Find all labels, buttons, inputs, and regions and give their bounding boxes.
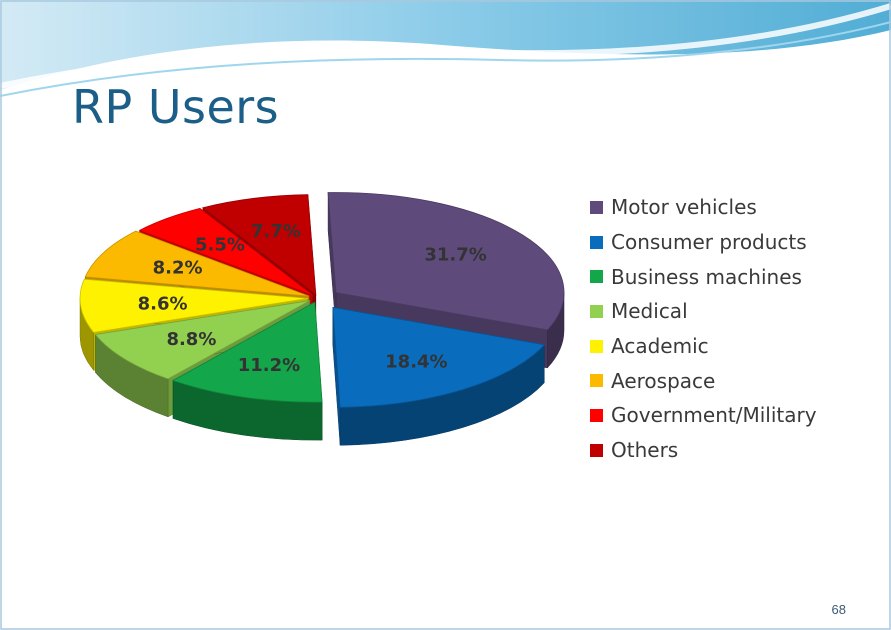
legend-item-academic: Academic [590, 329, 817, 364]
legend-swatch [590, 235, 603, 249]
header-swoosh-light [0, 21, 891, 97]
legend-item-business-machines: Business machines [590, 259, 817, 294]
legend-swatch [590, 339, 603, 353]
legend-item-medical: Medical [590, 294, 817, 329]
legend-swatch [590, 200, 603, 214]
data-label-aerospace: 8.2% [153, 257, 203, 278]
legend-swatch [590, 270, 603, 284]
slice-top [94, 300, 311, 380]
legend-item-consumer-products: Consumer products [590, 225, 817, 260]
data-label-consumer-products: 18.4% [385, 351, 447, 372]
slide-title: RP Users [72, 80, 280, 134]
legend-label: Others [611, 438, 679, 463]
legend-item-aerospace: Aerospace [590, 363, 817, 398]
legend-swatch [590, 374, 603, 388]
slice-top [172, 301, 323, 403]
legend-label: Academic [611, 334, 709, 359]
legend-label: Aerospace [611, 368, 716, 393]
legend-label: Government/Military [611, 403, 817, 428]
slice-top [79, 278, 309, 333]
legend-item-government-military: Government/Military [590, 398, 817, 433]
data-label-motor-vehicles: 31.7% [424, 245, 486, 266]
legend-label: Medical [611, 299, 688, 324]
legend-label: Business machines [611, 264, 802, 289]
slice-top [201, 194, 317, 296]
header-wave [0, 0, 891, 90]
data-label-medical: 8.8% [166, 329, 216, 350]
legend-swatch [590, 304, 603, 318]
legend-label: Motor vehicles [611, 195, 757, 220]
data-label-academic: 8.6% [138, 293, 188, 314]
page-number: 68 [831, 602, 846, 617]
header-swoosh-white [0, 3, 891, 89]
slice-business-machines [172, 301, 323, 441]
legend-swatch [590, 443, 603, 457]
legend-item-others: Others [590, 433, 817, 468]
legend-label: Consumer products [611, 230, 807, 255]
data-label-others: 7.7% [251, 221, 301, 242]
slice-top [332, 306, 546, 408]
slice-consumer-products [332, 306, 546, 446]
chart-panel: 31.7% 18.4% 11.2% 8.8% 8.6% 8.2% 5.5% 7.7% Moto… [60, 180, 843, 490]
data-label-business-machines: 11.2% [238, 355, 300, 376]
legend-item-motor-vehicles: Motor vehicles [590, 190, 817, 225]
data-label-government-military: 5.5% [195, 234, 245, 255]
slice-top [138, 207, 314, 296]
chart-legend: Motor vehicles Consumer products Business … [590, 190, 817, 468]
legend-swatch [590, 408, 603, 422]
pie-chart: 31.7% 18.4% 11.2% 8.8% 8.6% 8.2%5.5% 7.7% [79, 192, 565, 446]
slice-top [327, 192, 565, 331]
slice-top [84, 230, 310, 297]
